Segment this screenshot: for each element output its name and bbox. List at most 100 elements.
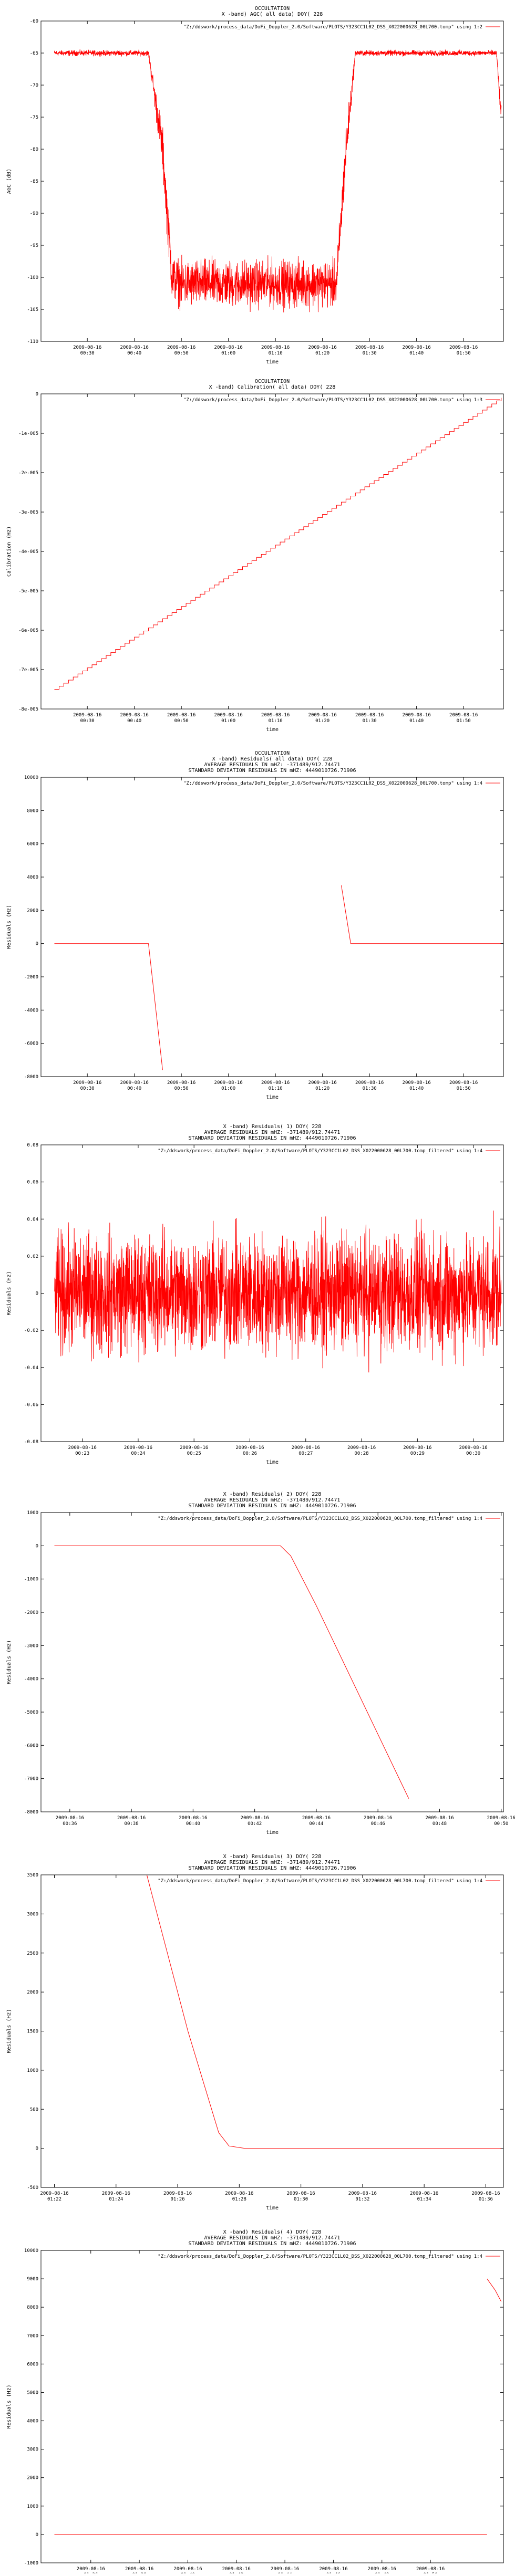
x-tick-time: 00:24 bbox=[131, 1451, 145, 1456]
x-tick-time: 01:34 bbox=[417, 2197, 431, 2202]
x-tick-time: 00:48 bbox=[432, 1821, 447, 1827]
y-tick-label: 2000 bbox=[27, 1990, 38, 1995]
x-tick-date: 2009-08-16 bbox=[117, 1816, 146, 1821]
x-tick-time: 01:30 bbox=[363, 1086, 377, 1091]
chart-title-line: STANDARD DEVIATION RESIDUALS IN mHZ: 444… bbox=[188, 1135, 356, 1141]
data-series-line bbox=[146, 1875, 501, 2149]
x-tick-time: 00:30 bbox=[80, 718, 95, 724]
x-tick-date: 2009-08-16 bbox=[180, 1445, 208, 1451]
legend-label: "Z:/ddswork/process_data/DoFi_Doppler_2.… bbox=[158, 1149, 482, 1154]
x-tick-date: 2009-08-16 bbox=[308, 345, 337, 350]
x-tick-date: 2009-08-16 bbox=[163, 2191, 192, 2196]
x-tick-date: 2009-08-16 bbox=[68, 1445, 97, 1451]
x-tick-date: 2009-08-16 bbox=[308, 713, 337, 718]
x-tick-time: 00:40 bbox=[127, 351, 141, 356]
x-tick-time: 00:30 bbox=[466, 1451, 480, 1456]
y-tick-label: -6e-005 bbox=[18, 628, 38, 633]
x-tick-time: 00:36 bbox=[63, 1821, 77, 1827]
x-tick-time: 01:50 bbox=[457, 1086, 471, 1091]
y-tick-label: -75 bbox=[30, 115, 38, 120]
y-tick-label: 0.06 bbox=[27, 1180, 38, 1185]
x-tick-date: 2009-08-16 bbox=[120, 345, 149, 350]
y-tick-label: -6000 bbox=[24, 1743, 38, 1748]
chart-title-line: AVERAGE RESIDUALS IN mHZ: -371489/912.74… bbox=[204, 762, 341, 768]
series-group bbox=[54, 49, 502, 312]
y-tick-label: -70 bbox=[30, 83, 38, 88]
y-tick-label: 2000 bbox=[27, 2476, 38, 2481]
legend-label: "Z:/ddswork/process_data/DoFi_Doppler_2.… bbox=[183, 25, 482, 30]
y-tick-label: -100 bbox=[27, 275, 38, 280]
x-tick-date: 2009-08-16 bbox=[319, 2567, 347, 2572]
x-tick-time: 00:46 bbox=[371, 1821, 385, 1827]
x-tick-time: 01:40 bbox=[409, 351, 424, 356]
x-tick-time: 01:30 bbox=[363, 351, 377, 356]
y-tick-label: -8e-005 bbox=[18, 707, 38, 712]
x-tick-time: 01:50 bbox=[457, 718, 471, 724]
x-tick-date: 2009-08-16 bbox=[471, 2191, 500, 2196]
x-tick-date: 2009-08-16 bbox=[292, 1445, 320, 1451]
x-tick-date: 2009-08-16 bbox=[403, 345, 431, 350]
y-tick-label: 7000 bbox=[27, 2333, 38, 2339]
x-tick-date: 2009-08-16 bbox=[235, 1445, 264, 1451]
x-tick-time: 00:26 bbox=[243, 1451, 257, 1456]
x-tick-date: 2009-08-16 bbox=[449, 345, 478, 350]
x-tick-date: 2009-08-16 bbox=[120, 713, 149, 718]
x-tick-date: 2009-08-16 bbox=[77, 2567, 105, 2572]
x-tick-date: 2009-08-16 bbox=[222, 2567, 251, 2572]
plot-frame bbox=[40, 393, 504, 710]
x-tick-time: 01:00 bbox=[221, 1086, 235, 1091]
chart-title-line: X -band) Residuals( 2) DOY( 228 bbox=[223, 1492, 322, 1497]
x-tick-date: 2009-08-16 bbox=[459, 1445, 488, 1451]
y-tick-label: -8000 bbox=[24, 1075, 38, 1080]
x-tick-date: 2009-08-16 bbox=[410, 2191, 438, 2196]
x-tick-date: 2009-08-16 bbox=[355, 345, 384, 350]
y-tick-label: 0 bbox=[36, 942, 38, 947]
x-tick-date: 2009-08-16 bbox=[214, 345, 243, 350]
chart-title-line: AVERAGE RESIDUALS IN mHZ: -371489/912.74… bbox=[204, 1860, 341, 1865]
y-tick-label: 0 bbox=[36, 2532, 38, 2538]
data-series-line bbox=[487, 2278, 502, 2302]
y-tick-label: 3000 bbox=[27, 1912, 38, 1917]
series-group bbox=[54, 2278, 502, 2535]
series-group bbox=[54, 1211, 502, 1373]
y-tick-label: -0.02 bbox=[24, 1328, 38, 1333]
y-tick-label: 1000 bbox=[27, 1510, 38, 1516]
y-tick-label: 4000 bbox=[27, 875, 38, 880]
x-tick-time: 00:50 bbox=[174, 1086, 189, 1091]
y-tick-label: -7000 bbox=[24, 1777, 38, 1782]
x-tick-time: 00:40 bbox=[186, 1821, 200, 1827]
x-tick-time: 00:29 bbox=[410, 1451, 425, 1456]
chart-title-line: X -band) Residuals( 1) DOY( 228 bbox=[223, 1124, 322, 1130]
x-tick-date: 2009-08-16 bbox=[261, 713, 290, 718]
x-tick-date: 2009-08-16 bbox=[364, 1816, 392, 1821]
x-tick-date: 2009-08-16 bbox=[73, 345, 101, 350]
data-series-line bbox=[54, 1545, 409, 1799]
y-tick-label: -2e-005 bbox=[18, 471, 38, 476]
y-tick-label: 3500 bbox=[27, 1873, 38, 1878]
x-tick-date: 2009-08-16 bbox=[487, 1816, 515, 1821]
data-series-line bbox=[54, 49, 502, 312]
y-tick-label: 3000 bbox=[27, 2447, 38, 2453]
x-tick-date: 2009-08-16 bbox=[56, 1816, 84, 1821]
x-tick-date: 2009-08-16 bbox=[403, 1080, 431, 1086]
x-tick-time: 01:20 bbox=[315, 1086, 329, 1091]
y-tick-label: -0.08 bbox=[24, 1440, 38, 1445]
y-tick-label: -0.06 bbox=[24, 1402, 38, 1407]
x-axis-label: time bbox=[266, 1459, 279, 1465]
y-tick-label: -1e-005 bbox=[18, 431, 38, 436]
y-tick-label: -3e-005 bbox=[18, 510, 38, 515]
y-tick-label: -7e-005 bbox=[18, 668, 38, 673]
x-tick-date: 2009-08-16 bbox=[449, 713, 478, 718]
x-tick-time: 00:25 bbox=[187, 1451, 201, 1456]
y-tick-label: 500 bbox=[30, 2107, 38, 2112]
x-tick-date: 2009-08-16 bbox=[40, 2191, 68, 2196]
data-series-line bbox=[341, 885, 501, 944]
y-tick-label: -6000 bbox=[24, 1041, 38, 1047]
y-tick-label: 10000 bbox=[24, 2248, 38, 2254]
y-tick-label: -8000 bbox=[24, 1810, 38, 1815]
x-tick-date: 2009-08-16 bbox=[120, 1080, 149, 1086]
